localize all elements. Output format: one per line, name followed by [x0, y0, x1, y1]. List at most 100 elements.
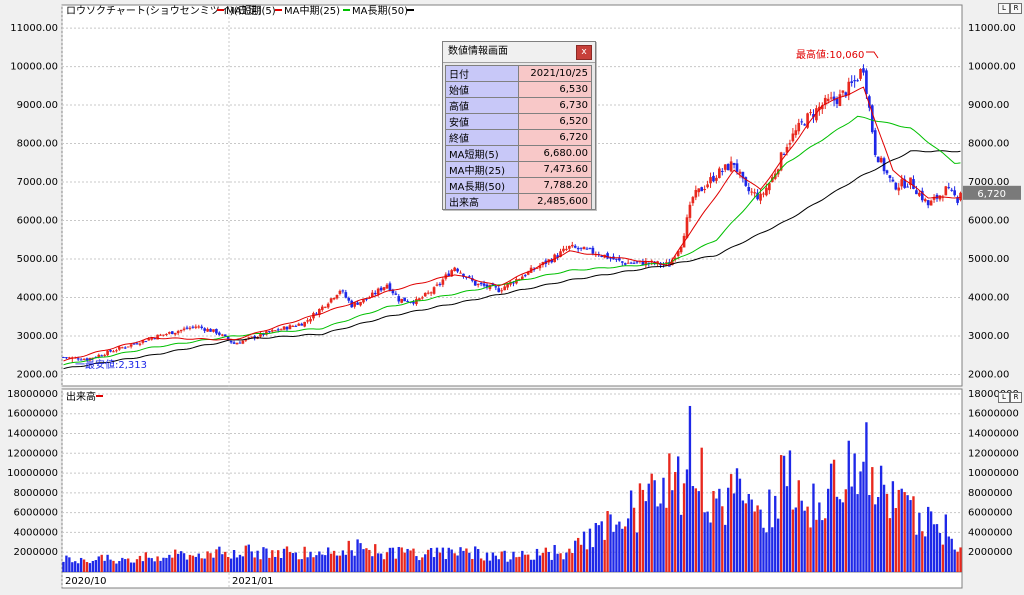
candle-body [723, 164, 727, 170]
volume-bar [415, 556, 418, 572]
volume-tick-label-left: 16000000 [7, 409, 58, 420]
candle-body [835, 98, 839, 104]
volume-bar [168, 554, 171, 572]
volume-bar [644, 501, 647, 572]
volume-bar [165, 557, 168, 572]
candle-body [929, 200, 933, 206]
volume-tick-label-left: 14000000 [7, 429, 58, 440]
candle-body [912, 179, 915, 189]
value-info-panel[interactable]: 数値情報画面 x 日付 2021/10/25 始値 6,530 高値 6,730 安値… [442, 41, 596, 210]
volume-scroll-left-button[interactable]: L [998, 392, 1010, 403]
candle-body [297, 323, 301, 326]
volume-bar [385, 552, 389, 572]
candle-body [153, 338, 156, 340]
candle-body [526, 271, 530, 275]
candle-body [400, 298, 404, 303]
volume-tick-label-right: 10000000 [968, 468, 1019, 479]
candle-body [397, 296, 401, 302]
volume-bar [462, 550, 465, 572]
volume-bar [171, 557, 174, 572]
volume-bar [447, 547, 450, 572]
volume-bar [553, 544, 556, 572]
candle-body [82, 359, 86, 361]
candle-body [679, 246, 683, 253]
candle-body [426, 292, 430, 294]
ma-short-legend: MA短期(5) [226, 4, 276, 17]
volume-bar [929, 511, 933, 572]
candle-body [900, 179, 904, 187]
value-label: 始値 [445, 81, 519, 98]
volume-bar [750, 499, 753, 572]
volume-bar [632, 507, 636, 572]
volume-bar [838, 499, 842, 572]
volume-bar [841, 502, 845, 572]
candle-body [347, 297, 351, 301]
candle-body [950, 189, 954, 191]
candle-body [720, 170, 724, 172]
volume-bar [688, 405, 692, 572]
volume-bar [853, 453, 856, 572]
candle-body [829, 97, 833, 99]
candle-body [206, 328, 209, 332]
candle-body [512, 282, 515, 284]
candle-body [818, 106, 821, 111]
candle-body [670, 259, 674, 266]
candle-body [738, 171, 742, 174]
volume-bar [362, 549, 365, 572]
value-row-open: 始値 6,530 [445, 81, 592, 98]
volume-bar [571, 553, 574, 572]
volume-bar [359, 543, 362, 572]
candle-body [370, 292, 374, 298]
date-tick-label: 2020/10 [65, 576, 107, 587]
volume-bar [671, 490, 674, 572]
volume-bar [829, 463, 833, 572]
volume-bar [527, 554, 530, 572]
volume-bar [329, 553, 333, 572]
volume-bar [562, 559, 565, 572]
volume-bar [515, 557, 518, 572]
volume-bar [521, 550, 524, 572]
candle-body [353, 302, 356, 307]
candle-body [141, 340, 145, 343]
price-tick-label-right: 4000.00 [968, 292, 1009, 303]
volume-bar [938, 532, 942, 572]
volume-bar [694, 488, 697, 572]
candle-body [647, 262, 651, 264]
close-button[interactable]: x [576, 45, 592, 60]
candle-body [456, 268, 459, 272]
candle-body [273, 330, 277, 332]
candle-body [823, 97, 827, 105]
candle-body [535, 267, 539, 269]
volume-bar [868, 495, 871, 572]
scroll-left-button[interactable]: L [998, 3, 1010, 14]
candle-body [138, 343, 142, 345]
candle-body [609, 257, 612, 259]
volume-bar [924, 536, 927, 572]
candle-body [703, 189, 706, 191]
candle-body [615, 258, 618, 260]
candle-body [938, 195, 942, 200]
value-cell: 6,530 [518, 81, 592, 98]
candle-body [379, 287, 383, 291]
volume-bar [365, 548, 368, 572]
volume-bar [215, 549, 218, 572]
volume-bar [350, 550, 353, 572]
candle-body [673, 257, 677, 260]
volume-bar [232, 550, 236, 572]
candle-body [856, 80, 859, 82]
volume-tick-label-left: 12000000 [7, 448, 58, 459]
volume-bar [418, 560, 421, 572]
volume-bar [621, 528, 624, 572]
volume-bar [321, 554, 324, 572]
scroll-right-button[interactable]: R [1010, 3, 1022, 14]
candle-body [362, 298, 365, 303]
volume-tick-label-left: 2000000 [13, 547, 58, 558]
candle-body [850, 81, 854, 84]
volume-scroll-right-button[interactable]: R [1010, 392, 1022, 403]
candle-body [844, 92, 848, 97]
volume-bar [159, 560, 162, 572]
candle-body [212, 329, 215, 332]
candle-body [303, 321, 306, 327]
volume-bar [315, 555, 318, 572]
volume-bar [738, 478, 742, 572]
